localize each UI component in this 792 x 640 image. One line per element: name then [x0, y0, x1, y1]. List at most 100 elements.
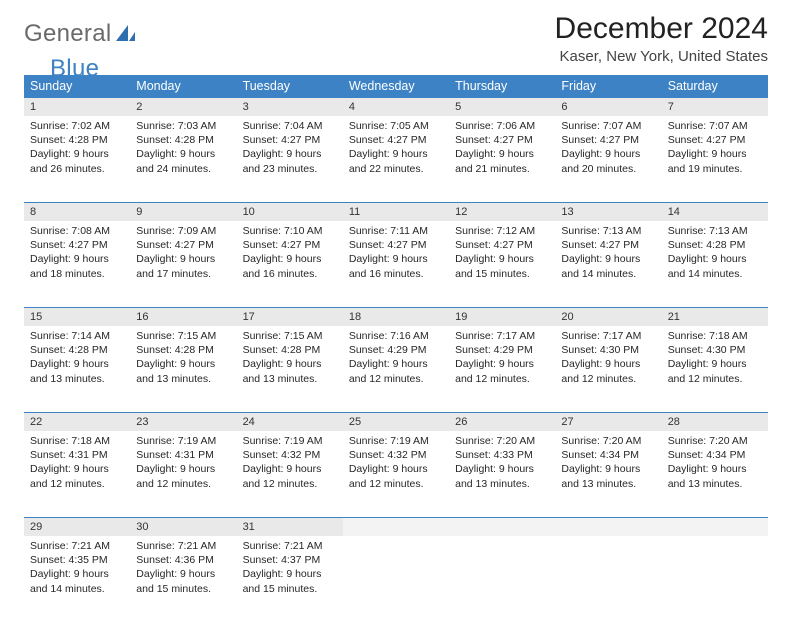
- day-day1: Daylight: 9 hours: [668, 357, 762, 371]
- day-sunrise: Sunrise: 7:20 AM: [561, 434, 655, 448]
- day-number: 3: [237, 97, 343, 116]
- day-cell: Sunrise: 7:05 AMSunset: 4:27 PMDaylight:…: [343, 116, 449, 182]
- day-day1: Daylight: 9 hours: [30, 252, 124, 266]
- day-cell: Sunrise: 7:19 AMSunset: 4:32 PMDaylight:…: [343, 431, 449, 497]
- day-sunrise: Sunrise: 7:16 AM: [349, 329, 443, 343]
- week-body-row: Sunrise: 7:02 AMSunset: 4:28 PMDaylight:…: [24, 116, 768, 202]
- weekday-header: Saturday: [662, 75, 768, 97]
- day-sunrise: Sunrise: 7:15 AM: [243, 329, 337, 343]
- day-day2: and 16 minutes.: [243, 267, 337, 281]
- day-sunset: Sunset: 4:34 PM: [561, 448, 655, 462]
- day-sunrise: Sunrise: 7:13 AM: [668, 224, 762, 238]
- day-number: 12: [449, 202, 555, 221]
- day-day2: and 14 minutes.: [668, 267, 762, 281]
- day-number: 28: [662, 412, 768, 431]
- day-day2: and 24 minutes.: [136, 162, 230, 176]
- day-number: 16: [130, 307, 236, 326]
- day-sunrise: Sunrise: 7:07 AM: [668, 119, 762, 133]
- day-day2: and 13 minutes.: [30, 372, 124, 386]
- day-sunset: Sunset: 4:27 PM: [561, 238, 655, 252]
- day-number: 6: [555, 97, 661, 116]
- day-sunset: Sunset: 4:27 PM: [668, 133, 762, 147]
- day-sunset: Sunset: 4:27 PM: [30, 238, 124, 252]
- week-daynum-row: 15161718192021: [24, 307, 768, 326]
- day-day1: Daylight: 9 hours: [455, 252, 549, 266]
- day-day1: Daylight: 9 hours: [243, 252, 337, 266]
- day-number: [662, 517, 768, 536]
- day-day2: and 13 minutes.: [136, 372, 230, 386]
- day-number: 13: [555, 202, 661, 221]
- day-cell: Sunrise: 7:08 AMSunset: 4:27 PMDaylight:…: [24, 221, 130, 287]
- day-day2: and 18 minutes.: [30, 267, 124, 281]
- day-day2: and 12 minutes.: [349, 372, 443, 386]
- day-sunset: Sunset: 4:28 PM: [30, 343, 124, 357]
- day-number: 11: [343, 202, 449, 221]
- day-sunset: Sunset: 4:31 PM: [136, 448, 230, 462]
- day-sunrise: Sunrise: 7:11 AM: [349, 224, 443, 238]
- day-day2: and 15 minutes.: [136, 582, 230, 596]
- brand-word-blue: Blue: [50, 55, 99, 82]
- day-number: [449, 517, 555, 536]
- day-sunset: Sunset: 4:27 PM: [349, 133, 443, 147]
- weekday-header: Tuesday: [237, 75, 343, 97]
- week-daynum-row: 1234567: [24, 97, 768, 116]
- day-day2: and 21 minutes.: [455, 162, 549, 176]
- day-sunset: Sunset: 4:36 PM: [136, 553, 230, 567]
- day-sunset: Sunset: 4:30 PM: [561, 343, 655, 357]
- day-sunset: Sunset: 4:27 PM: [243, 133, 337, 147]
- day-sunrise: Sunrise: 7:12 AM: [455, 224, 549, 238]
- day-day2: and 16 minutes.: [349, 267, 443, 281]
- day-day1: Daylight: 9 hours: [136, 462, 230, 476]
- day-sunset: Sunset: 4:28 PM: [668, 238, 762, 252]
- day-sunset: Sunset: 4:28 PM: [243, 343, 337, 357]
- day-day2: and 23 minutes.: [243, 162, 337, 176]
- day-sunrise: Sunrise: 7:05 AM: [349, 119, 443, 133]
- day-day1: Daylight: 9 hours: [455, 147, 549, 161]
- day-sunrise: Sunrise: 7:21 AM: [136, 539, 230, 553]
- day-day1: Daylight: 9 hours: [30, 567, 124, 581]
- day-cell: Sunrise: 7:18 AMSunset: 4:31 PMDaylight:…: [24, 431, 130, 497]
- day-day1: Daylight: 9 hours: [136, 567, 230, 581]
- day-sunrise: Sunrise: 7:15 AM: [136, 329, 230, 343]
- day-sunrise: Sunrise: 7:21 AM: [243, 539, 337, 553]
- day-number: 30: [130, 517, 236, 536]
- day-number: 21: [662, 307, 768, 326]
- day-sunrise: Sunrise: 7:21 AM: [30, 539, 124, 553]
- day-sunset: Sunset: 4:27 PM: [349, 238, 443, 252]
- day-cell: Sunrise: 7:13 AMSunset: 4:27 PMDaylight:…: [555, 221, 661, 287]
- day-day2: and 13 minutes.: [243, 372, 337, 386]
- day-number: [555, 517, 661, 536]
- day-day2: and 13 minutes.: [455, 477, 549, 491]
- day-number: 4: [343, 97, 449, 116]
- day-day1: Daylight: 9 hours: [668, 462, 762, 476]
- day-day1: Daylight: 9 hours: [561, 252, 655, 266]
- day-day2: and 12 minutes.: [243, 477, 337, 491]
- day-sunrise: Sunrise: 7:19 AM: [349, 434, 443, 448]
- week-body-row: Sunrise: 7:21 AMSunset: 4:35 PMDaylight:…: [24, 536, 768, 622]
- day-sunset: Sunset: 4:27 PM: [243, 238, 337, 252]
- day-cell: Sunrise: 7:21 AMSunset: 4:35 PMDaylight:…: [24, 536, 130, 602]
- day-sunset: Sunset: 4:31 PM: [30, 448, 124, 462]
- weekday-header: Wednesday: [343, 75, 449, 97]
- day-cell: Sunrise: 7:09 AMSunset: 4:27 PMDaylight:…: [130, 221, 236, 287]
- day-number: 27: [555, 412, 661, 431]
- day-number: 18: [343, 307, 449, 326]
- day-sunset: Sunset: 4:30 PM: [668, 343, 762, 357]
- day-number: 1: [24, 97, 130, 116]
- day-day1: Daylight: 9 hours: [243, 357, 337, 371]
- day-cell: Sunrise: 7:07 AMSunset: 4:27 PMDaylight:…: [662, 116, 768, 182]
- day-number: 29: [24, 517, 130, 536]
- day-sunset: Sunset: 4:33 PM: [455, 448, 549, 462]
- day-day1: Daylight: 9 hours: [136, 357, 230, 371]
- day-sunset: Sunset: 4:27 PM: [136, 238, 230, 252]
- day-number: 26: [449, 412, 555, 431]
- day-day2: and 13 minutes.: [668, 477, 762, 491]
- day-day1: Daylight: 9 hours: [243, 147, 337, 161]
- day-day2: and 15 minutes.: [455, 267, 549, 281]
- day-cell: Sunrise: 7:20 AMSunset: 4:34 PMDaylight:…: [555, 431, 661, 497]
- day-sunset: Sunset: 4:32 PM: [243, 448, 337, 462]
- header: General December 2024 Kaser, New York, U…: [24, 12, 768, 65]
- day-number: 14: [662, 202, 768, 221]
- day-sunrise: Sunrise: 7:19 AM: [136, 434, 230, 448]
- day-sunset: Sunset: 4:28 PM: [30, 133, 124, 147]
